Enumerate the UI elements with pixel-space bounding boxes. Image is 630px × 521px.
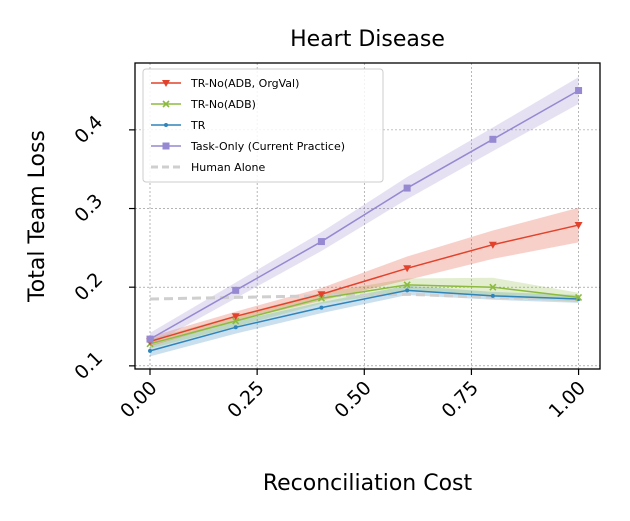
point-tr-no-adb-orgval: [317, 291, 326, 299]
legend-marker: [162, 142, 170, 150]
point-tr: [148, 348, 152, 353]
y-tick-label: 0.1: [70, 347, 107, 384]
point-tr: [319, 305, 324, 310]
line-task-only-current-practice: [149, 89, 579, 340]
legend-label: TR-No(ADB, OrgVal): [190, 77, 299, 90]
point-tr-no-adb-orgval: [574, 222, 583, 230]
x-tick-label: 0.00: [116, 377, 161, 422]
legend-box: [142, 68, 384, 183]
x-tick-label: 0.50: [330, 377, 375, 422]
legend-marker: [162, 100, 170, 108]
point-tr: [490, 293, 495, 298]
x-tick-label: 1.00: [545, 377, 590, 422]
point-tr-no-adb: [489, 283, 497, 291]
line-tr-no-adb: [149, 284, 579, 345]
marker-x-stroke: [403, 281, 411, 289]
point-task-only-current-practice: [232, 286, 240, 294]
legend: TR-No(ADB, OrgVal) TR-No(ADB) TR Task-Only …: [142, 68, 384, 183]
x-tick-label: 0.75: [437, 377, 482, 422]
legend-marker: [164, 123, 168, 127]
marker-x-stroke: [575, 293, 583, 301]
marker-x-stroke: [162, 100, 170, 108]
point-task-only-current-practice: [146, 335, 154, 343]
legend-label: TR: [190, 119, 206, 132]
plot-frame: [134, 62, 601, 370]
line-tr-no-adb-orgval: [149, 224, 579, 343]
point-tr-no-adb-orgval: [231, 313, 240, 321]
chart-title: Heart Disease: [290, 27, 445, 52]
point-tr-no-adb: [232, 317, 240, 325]
y-axis-ticks: 0.1 0.2 0.3 0.4: [70, 111, 135, 384]
y-tick-label: 0.3: [70, 190, 107, 227]
x-tick-label: 0.25: [223, 377, 268, 422]
y-tick-label: 0.4: [70, 111, 107, 148]
point-tr-no-adb-orgval: [488, 241, 497, 249]
point-tr: [405, 288, 410, 293]
point-task-only-current-practice: [317, 238, 325, 246]
series-markers: [146, 87, 583, 353]
y-tick-label: 0.2: [70, 268, 107, 305]
point-tr-no-adb-orgval: [403, 265, 412, 273]
line-tr: [149, 289, 579, 352]
x-axis-label: Reconciliation Cost: [263, 471, 473, 496]
point-task-only-current-practice: [575, 87, 583, 95]
legend-label: Task-Only (Current Practice): [190, 140, 345, 153]
y-axis-label: Total Team Loss: [25, 130, 50, 303]
series-lines: [149, 89, 579, 352]
legend-label: TR-No(ADB): [190, 98, 256, 111]
point-tr: [233, 325, 238, 330]
x-axis-ticks: 0.00 0.25 0.50 0.75 1.00: [116, 369, 590, 422]
band-tr-no-adb-orgval: [150, 207, 579, 347]
point-task-only-current-practice: [403, 184, 411, 192]
legend-marker: [162, 80, 170, 87]
marker-x-stroke: [489, 283, 497, 291]
point-tr-no-adb: [575, 293, 583, 301]
marker-x-stroke: [232, 317, 240, 325]
point-tr-no-adb: [403, 281, 411, 289]
legend-label: Human Alone: [191, 161, 265, 174]
point-task-only-current-practice: [489, 135, 497, 143]
